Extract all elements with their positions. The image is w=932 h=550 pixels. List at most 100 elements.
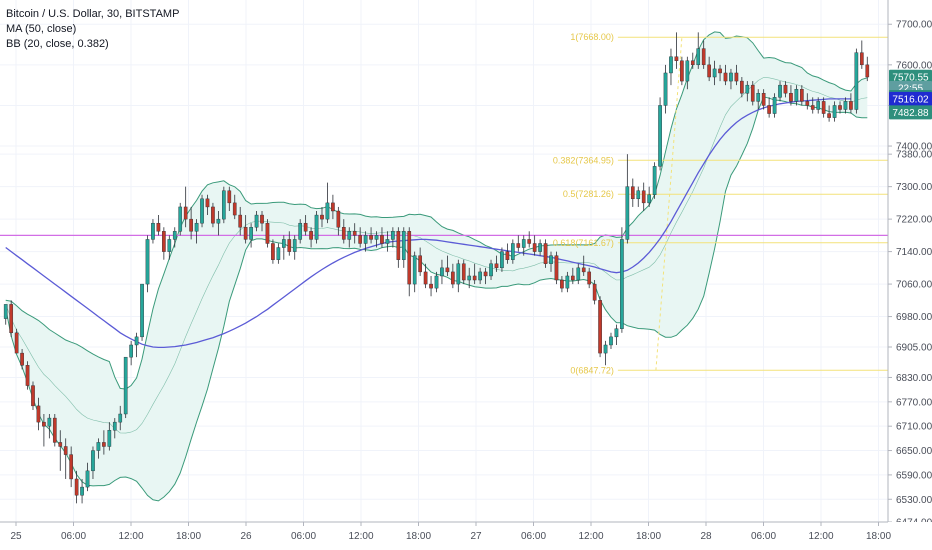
- time-tick-label: 18:00: [866, 531, 891, 542]
- time-tick-label: 12:00: [578, 531, 603, 542]
- candle: [172, 227, 177, 248]
- candle: [794, 85, 799, 106]
- candle: [630, 178, 635, 207]
- candle-body: [614, 328, 619, 338]
- candle: [423, 263, 428, 289]
- candle: [336, 206, 341, 236]
- candle-body: [102, 442, 106, 447]
- candle: [178, 202, 183, 236]
- candle-body: [140, 283, 144, 338]
- price-tick-label: 7700.00: [896, 20, 932, 31]
- candle-body: [162, 231, 166, 252]
- candle: [418, 247, 422, 276]
- bb-legend[interactable]: BB (20, close, 0.382): [6, 38, 109, 50]
- candle: [440, 259, 444, 285]
- price-tick-label: 7600.00: [896, 60, 932, 71]
- candle: [461, 259, 466, 285]
- candle: [538, 239, 542, 256]
- candle: [609, 332, 613, 350]
- candle-body: [521, 239, 526, 248]
- candle-body: [243, 227, 248, 240]
- fibonacci-retracement[interactable]: 1(7668.00) 0.382(7364.95) 0.5(7281.26) 0.61…: [553, 32, 888, 375]
- price-tick-label: 6830.00: [896, 373, 932, 384]
- ma-legend[interactable]: MA (50, close): [6, 23, 77, 35]
- candle-body: [200, 198, 204, 224]
- candle: [434, 271, 439, 293]
- candle-body: [172, 231, 177, 240]
- candle-body: [260, 214, 264, 224]
- bb-fill: [5, 31, 868, 501]
- bb-basis: [5, 77, 868, 434]
- candle: [287, 231, 292, 256]
- time-axis[interactable]: 25 06:00 12:00 18:00 26 06:00 12:00 18:00 27 06:0…: [0, 521, 932, 550]
- price-tick-label: 6905.00: [896, 343, 932, 354]
- candle-body: [434, 275, 439, 289]
- candle: [783, 81, 788, 98]
- candle: [281, 235, 286, 260]
- candle-body: [685, 60, 690, 82]
- candle: [25, 361, 30, 390]
- candle: [162, 227, 166, 260]
- candle-body: [740, 80, 744, 94]
- candle-body: [189, 218, 193, 232]
- candle: [200, 194, 204, 228]
- candle-body: [298, 222, 303, 240]
- candle: [396, 227, 401, 268]
- candle: [358, 227, 362, 248]
- candle-body: [429, 283, 433, 289]
- candle: [521, 235, 526, 256]
- candle: [325, 182, 330, 224]
- symbol-title[interactable]: Bitcoin / U.S. Dollar, 30, BITSTAMP: [6, 8, 180, 20]
- candle: [843, 97, 848, 114]
- candle-body: [112, 421, 117, 431]
- candle: [249, 223, 253, 248]
- candle-body: [489, 263, 493, 277]
- candle-body: [254, 214, 259, 228]
- time-tick-label: 06:00: [521, 531, 546, 542]
- price-tick-label: 6590.00: [896, 470, 932, 481]
- price-tick-label: 7060.00: [896, 280, 932, 291]
- candle-body: [25, 365, 30, 386]
- candle: [761, 89, 766, 110]
- candle-body: [680, 60, 684, 82]
- candle-body: [222, 190, 226, 220]
- candle: [680, 56, 684, 86]
- candle: [565, 271, 570, 293]
- candle-body: [3, 304, 8, 319]
- candle-body: [320, 214, 324, 220]
- candle: [838, 101, 842, 114]
- candle-body: [91, 450, 95, 472]
- price-tick-label: 6710.00: [896, 422, 932, 433]
- candle-body: [118, 413, 123, 423]
- candle: [222, 186, 226, 224]
- time-tick-label: 26: [240, 531, 252, 542]
- candle-body: [696, 48, 701, 66]
- bollinger-bands: [5, 31, 868, 502]
- candle: [647, 186, 651, 207]
- time-tick-label: 12:00: [118, 531, 143, 542]
- candle: [543, 239, 548, 268]
- candle-body: [587, 271, 592, 285]
- candle: [145, 235, 150, 293]
- time-tick-label: 12:00: [808, 531, 833, 542]
- candle-body: [36, 405, 41, 423]
- candle-body: [549, 255, 553, 264]
- candle: [134, 332, 139, 358]
- candle-body: [194, 222, 199, 232]
- candle: [701, 40, 706, 69]
- candle: [516, 235, 521, 252]
- candle-body: [325, 202, 330, 220]
- candle: [745, 81, 750, 102]
- candle: [14, 328, 19, 354]
- chart-legend: Bitcoin / U.S. Dollar, 30, BITSTAMP MA (…: [6, 7, 179, 52]
- candle-body: [494, 263, 499, 269]
- candle-body: [183, 206, 188, 220]
- candle: [483, 267, 488, 285]
- candle-body: [401, 231, 406, 260]
- candle: [772, 93, 777, 118]
- candle-body: [832, 105, 837, 118]
- candle-body: [592, 283, 597, 301]
- candle: [865, 56, 870, 82]
